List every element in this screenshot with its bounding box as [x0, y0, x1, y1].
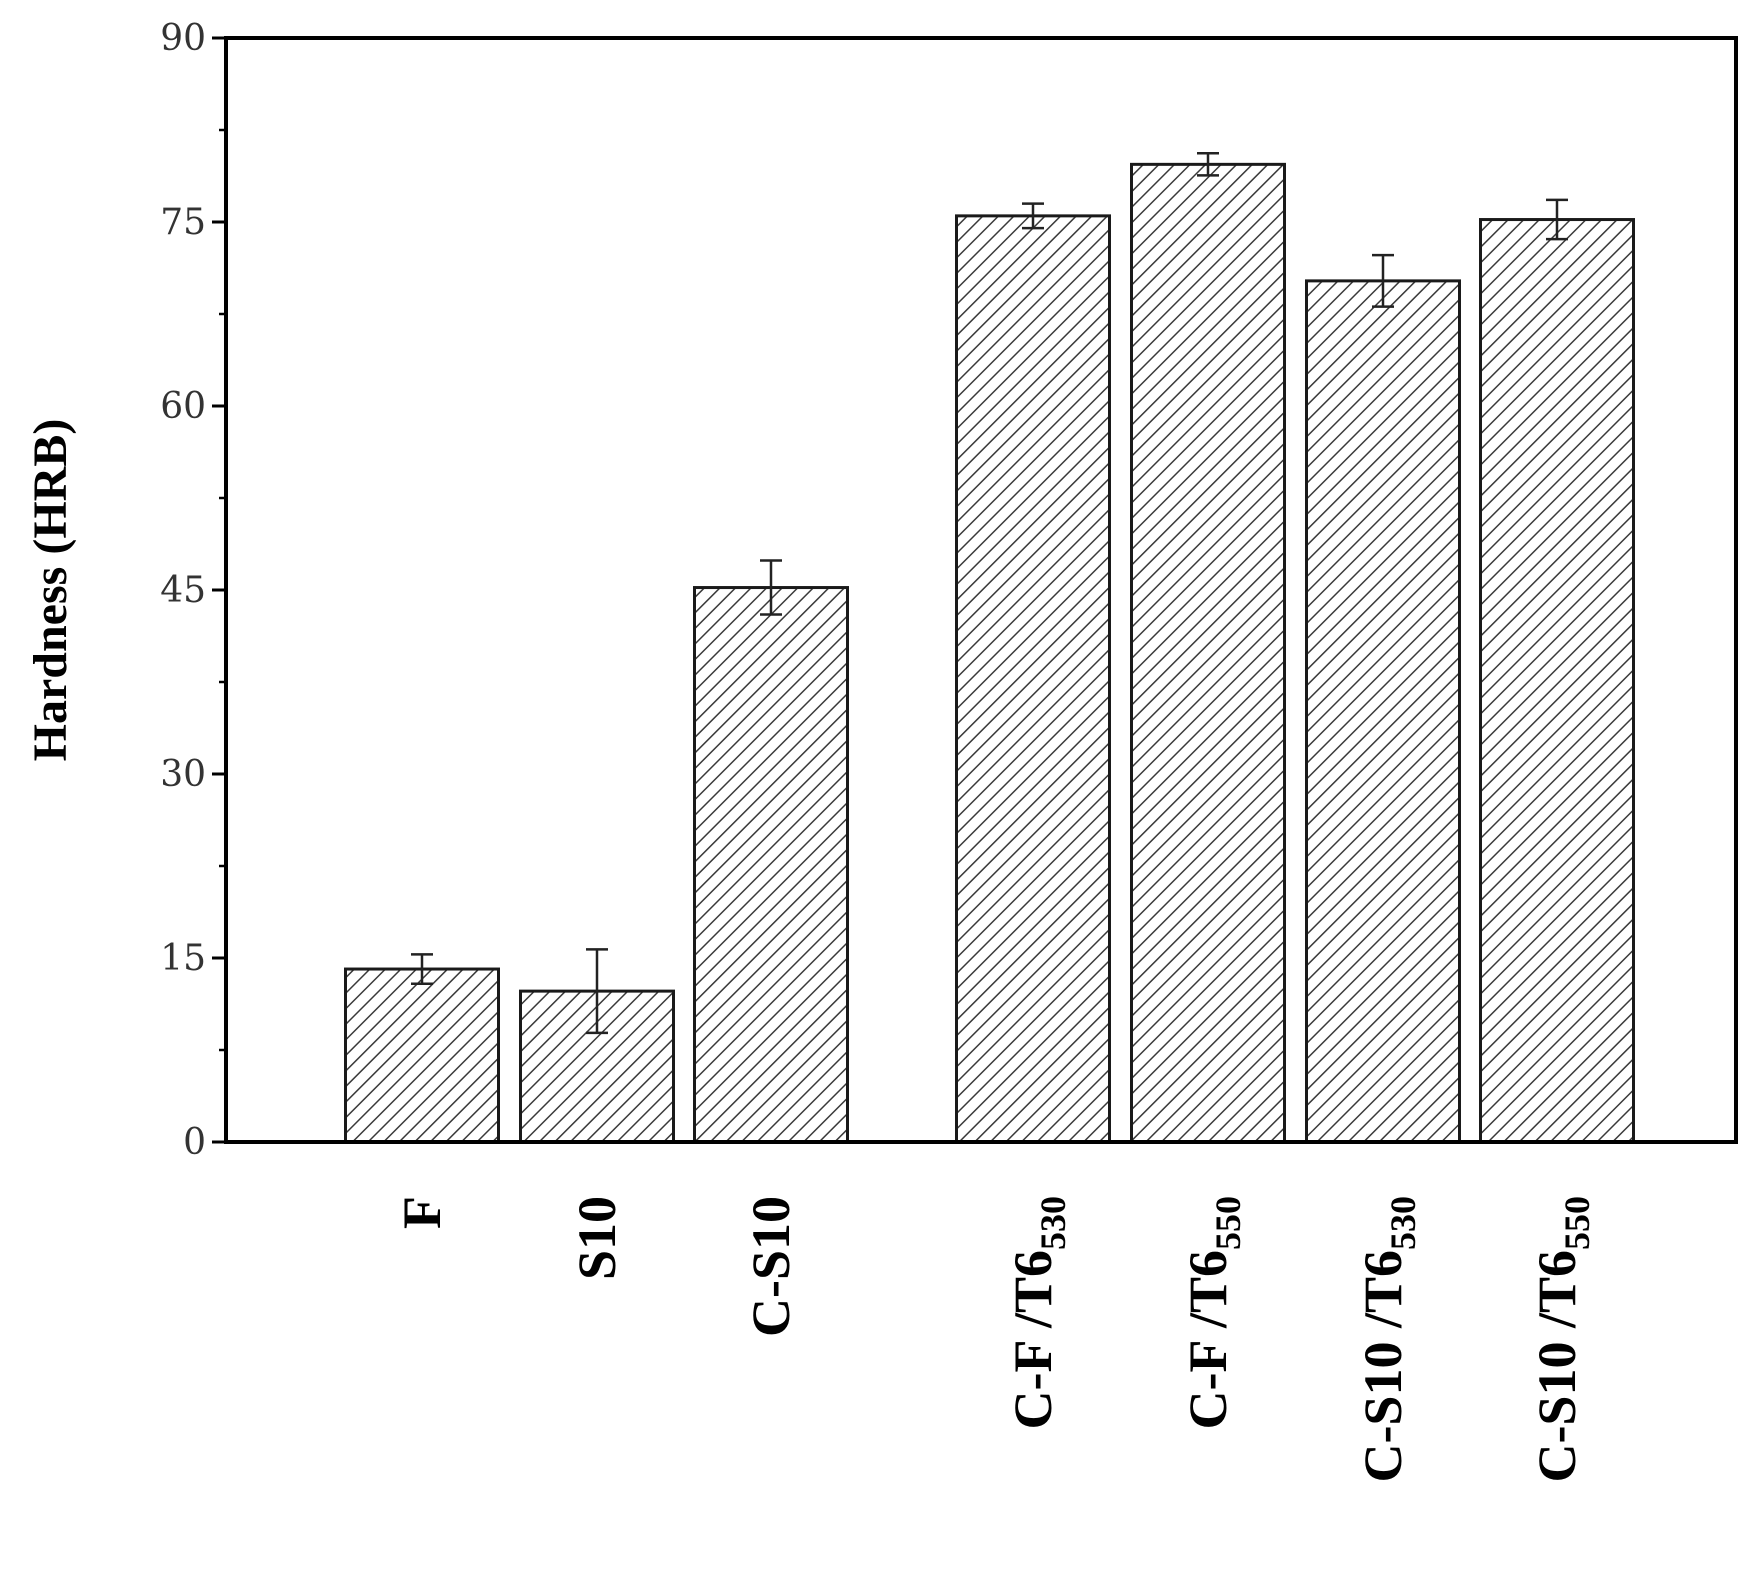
bar-7: [1479, 218, 1635, 1144]
error-bar-5: [1197, 152, 1219, 177]
error-bar-7: [1546, 198, 1568, 241]
error-bar-6: [1372, 253, 1394, 308]
x-category-label-6: C-S10 /T6530: [1353, 1196, 1423, 1483]
y-tick-label: 60: [160, 386, 206, 427]
x-category-label-4: C-F /T6530: [1003, 1196, 1073, 1429]
y-tick-label: 75: [160, 202, 206, 243]
bar-6: [1305, 279, 1461, 1144]
y-tick-label: 30: [160, 754, 206, 795]
error-bar-1: [411, 953, 433, 986]
bar-4: [955, 214, 1111, 1144]
y-axis: 0 15 30 45 60 75 90: [160, 18, 226, 1163]
error-bars: [411, 152, 1568, 1035]
bar-3: [693, 586, 849, 1144]
bars: [344, 162, 1635, 1144]
error-bar-2: [586, 948, 608, 1035]
y-tick-label: 0: [183, 1122, 206, 1163]
x-category-label-3: C-S10: [741, 1196, 801, 1337]
error-bar-4: [1022, 202, 1044, 230]
bar-5: [1130, 162, 1286, 1144]
x-category-label-7: C-S10 /T6550: [1527, 1196, 1597, 1483]
x-category-label-5: C-F /T6550: [1178, 1196, 1248, 1429]
error-bar-3: [760, 559, 782, 616]
y-tick-label: 45: [160, 570, 206, 611]
x-axis-category-labels: F S10 C-S10 C-F /T6530 C-F /T6550 C-S10 /T653…: [392, 1196, 1597, 1483]
y-tick-label: 90: [160, 18, 206, 59]
x-category-label-1: F: [392, 1196, 452, 1229]
y-axis-title: Hardness (HRB): [24, 419, 77, 762]
x-category-label-2: S10: [567, 1196, 627, 1280]
y-tick-label: 15: [160, 938, 206, 979]
bar-1: [344, 967, 500, 1144]
